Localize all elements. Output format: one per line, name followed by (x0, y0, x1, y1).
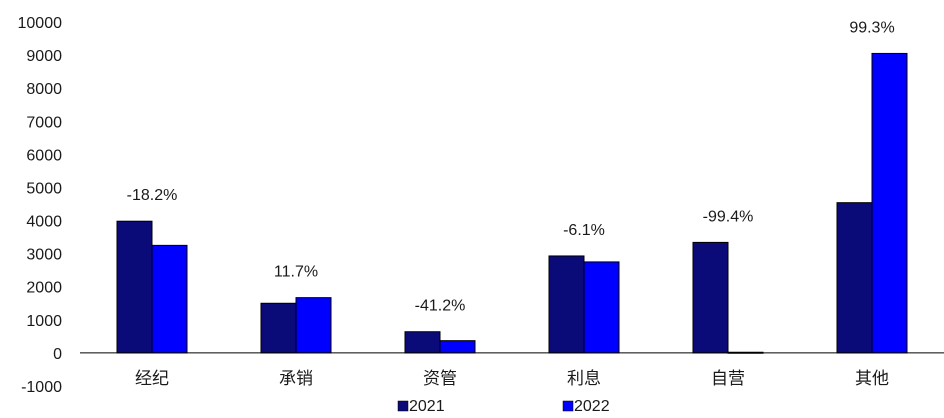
growth-label: 99.3% (849, 19, 894, 36)
growth-labels: -18.2% 11.7% -41.2% -6.1% -99.4% 99.3% (127, 19, 895, 314)
bar-2021-4 (692, 241, 729, 354)
legend-label-2021: 2021 (409, 398, 445, 415)
bar-2021-3 (548, 255, 585, 354)
bar-2022-0 (151, 244, 188, 354)
growth-label: -18.2% (127, 187, 178, 204)
growth-label: -41.2% (415, 298, 466, 315)
legend-swatch-2021 (397, 400, 409, 412)
legend-swatch-2022 (562, 400, 574, 412)
bar-2021-5 (836, 202, 873, 354)
y-tick-label: 3000 (26, 247, 62, 264)
bar-group (116, 52, 908, 354)
bar-2021-1 (260, 302, 297, 354)
y-tick-label: 8000 (26, 81, 62, 98)
x-axis-labels: 经纪 承销 资管 利息 自营 其他 (135, 369, 889, 389)
x-tick-label: 自营 (711, 369, 745, 389)
y-tick-label: -1000 (21, 379, 62, 396)
bar-2022-2 (439, 340, 476, 354)
y-axis: 1000090008000700060005000400030002000100… (18, 15, 63, 396)
y-tick-label: 2000 (26, 280, 62, 297)
growth-label: -6.1% (563, 222, 605, 239)
bar-2021-0 (116, 220, 153, 354)
y-tick-label: 9000 (26, 48, 62, 65)
bar-2022-1 (295, 297, 332, 354)
bar-2021-2 (404, 331, 441, 354)
y-tick-label: 6000 (26, 147, 62, 164)
y-tick-label: 4000 (26, 214, 62, 231)
bar-2022-3 (583, 261, 620, 354)
y-tick-label: 7000 (26, 114, 62, 131)
x-tick-label: 资管 (423, 369, 457, 389)
x-tick-label: 利息 (567, 369, 601, 389)
x-tick-label: 承销 (279, 369, 313, 389)
growth-label: 11.7% (274, 264, 318, 281)
y-tick-label: 10000 (18, 15, 63, 32)
bar-2022-5 (871, 52, 908, 354)
y-tick-label: 1000 (26, 313, 62, 330)
y-tick-label: 5000 (26, 180, 62, 197)
x-tick-label: 其他 (855, 369, 889, 389)
legend-label-2022: 2022 (574, 398, 610, 415)
legend: 2021 2022 (397, 398, 610, 415)
x-tick-label: 经纪 (135, 369, 169, 389)
y-tick-label: 0 (53, 346, 62, 363)
growth-label: -99.4% (703, 208, 754, 225)
